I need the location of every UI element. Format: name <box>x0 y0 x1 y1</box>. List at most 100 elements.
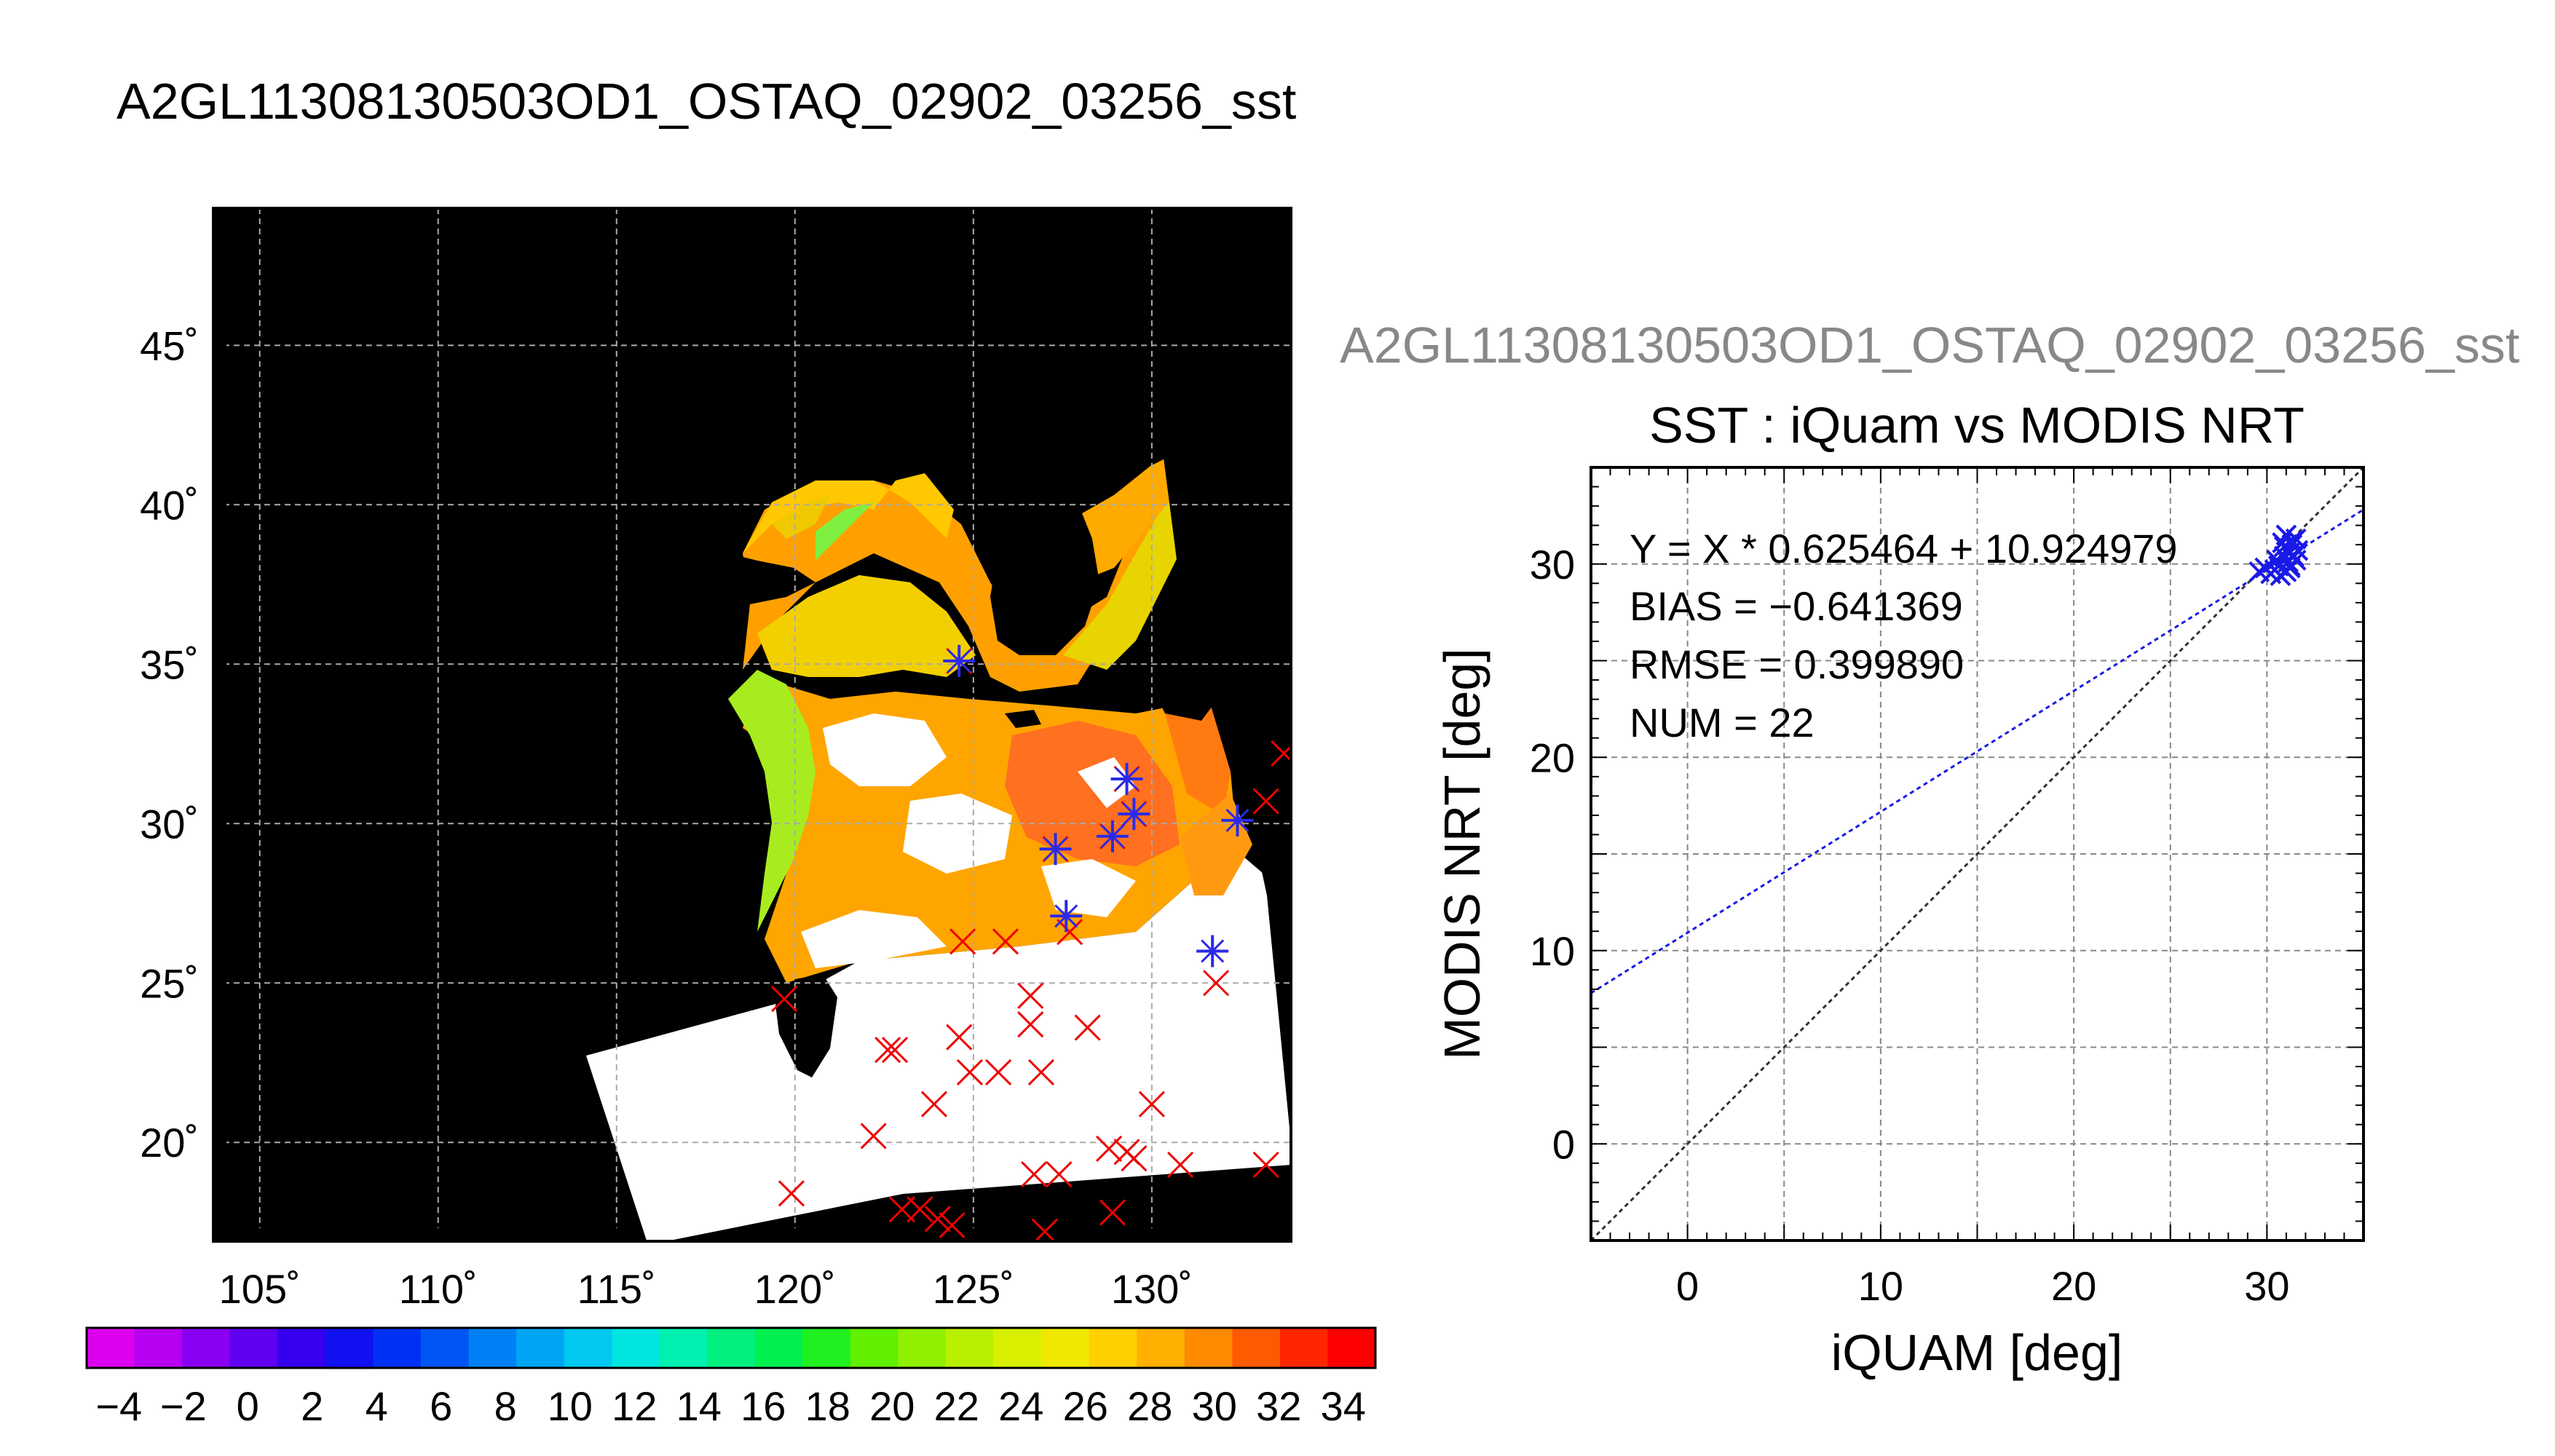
colorbar-tick-label: 32 <box>1256 1383 1301 1429</box>
blue-star-marker <box>943 644 976 677</box>
colorbar-cell <box>1184 1328 1233 1368</box>
colorbar-cell <box>420 1328 470 1368</box>
colorbar-tick-label: 14 <box>676 1383 722 1429</box>
scatter-point <box>2279 555 2301 577</box>
shandong-peninsula <box>721 553 816 604</box>
scatter-xtick-labels: 0 10 20 30 <box>1676 1263 2289 1309</box>
scatter-ytick-label: 10 <box>1530 928 1575 974</box>
blue-star-marker <box>1110 762 1143 795</box>
sst-field-korea-strait <box>1063 480 1201 670</box>
red-x-marker <box>985 1059 1012 1085</box>
fit-equation: Y = X * 0.625464 + 10.924979 <box>1630 526 2178 571</box>
cloud-patch <box>801 910 947 968</box>
red-x-marker <box>992 928 1019 955</box>
x-axis-label: iQUAM [deg] <box>1831 1324 2123 1381</box>
red-x-marker <box>924 1206 951 1233</box>
colorbar-cell <box>1041 1328 1090 1368</box>
red-x-marker <box>1017 982 1044 1009</box>
korea-peninsula <box>976 473 1099 655</box>
outside-swath <box>1161 430 1291 1143</box>
map-xtick-label: 130˚ <box>1111 1266 1193 1312</box>
red-x-marker <box>1252 1151 1279 1178</box>
red-x-marker <box>1096 1135 1123 1163</box>
red-x-marker <box>1167 1151 1194 1178</box>
scatter-ytick-labels: 0 10 20 30 <box>1530 542 1575 1168</box>
colorbar-cell <box>134 1328 183 1368</box>
colorbar-cell <box>946 1328 995 1368</box>
map-ytick-label: 45˚ <box>140 323 199 368</box>
scatter-ytick-label: 30 <box>1530 542 1575 587</box>
colorbar-cells <box>87 1328 1376 1368</box>
sst-field-yellow-sea <box>757 575 976 677</box>
colorbar-tick-label: 30 <box>1192 1383 1237 1429</box>
map-ytick-labels: 20˚ 25˚ 30˚ 35˚ 40˚ 45˚ <box>140 323 199 1166</box>
map-title: A2GL11308130503OD1_OSTAQ_02902_03256_sst <box>117 73 1296 130</box>
red-x-marker <box>860 1123 887 1150</box>
colorbar-labels: −4 −2 0 2 4 6 8 10 12 14 16 18 20 22 24 26 28 30 32 34 <box>95 1383 1366 1429</box>
colorbar-cell <box>1327 1328 1376 1368</box>
red-x-marker <box>1021 1160 1048 1188</box>
colorbar-cell <box>1137 1328 1185 1368</box>
colorbar-cell <box>373 1328 422 1368</box>
colorbar-cell <box>802 1328 851 1368</box>
blue-star-marker <box>1196 935 1229 968</box>
red-x-marker <box>949 928 976 955</box>
colorbar-cell <box>277 1328 326 1368</box>
blue-star-marker <box>1118 798 1150 831</box>
colorbar-tick-label: 34 <box>1321 1383 1366 1429</box>
colorbar-cell <box>229 1328 279 1368</box>
stats-annotations: Y = X * 0.625464 + 10.924979 BIAS = −0.6… <box>1630 526 2178 745</box>
scatter-ytick-label: 0 <box>1552 1121 1575 1167</box>
colorbar-tick-label: −4 <box>95 1383 142 1429</box>
scatter-grid <box>1591 467 2364 1241</box>
scatter-points <box>2248 524 2309 587</box>
colorbar-tick-label: 6 <box>430 1383 452 1429</box>
blue-star-marker <box>1221 804 1254 836</box>
scatter-title: SST : iQuam vs MODIS NRT <box>1649 397 2305 454</box>
map-markers-blue <box>943 644 1254 968</box>
red-x-marker <box>778 1180 805 1207</box>
colorbar-cell <box>754 1328 804 1368</box>
colorbar-cell <box>993 1328 1042 1368</box>
colorbar-frame <box>85 1326 1377 1369</box>
red-x-marker <box>881 1037 909 1064</box>
colorbar-cell <box>850 1328 899 1368</box>
red-x-marker <box>874 1037 901 1064</box>
red-x-marker <box>956 1059 984 1085</box>
red-x-marker <box>920 1091 947 1117</box>
colorbar-cell <box>1089 1328 1138 1368</box>
num-value: NUM = 22 <box>1630 700 1814 745</box>
red-x-marker <box>1057 919 1083 946</box>
colorbar-cell <box>898 1328 947 1368</box>
colorbar-tick-label: 16 <box>741 1383 786 1429</box>
colorbar-cell <box>707 1328 756 1368</box>
y-axis-label: MODIS NRT [deg] <box>1434 648 1490 1059</box>
red-x-marker <box>907 1196 933 1223</box>
colorbar-tick-label: 12 <box>612 1383 657 1429</box>
red-x-marker <box>939 1212 965 1239</box>
sst-map: 105˚ 110˚ 115˚ 120˚ 125˚ 130˚ 20˚ 25˚ 30˚ 35˚ 40˚… <box>140 207 1292 1312</box>
colorbar-cell <box>325 1328 374 1368</box>
red-x-marker <box>1203 970 1230 997</box>
colorbar-tick-label: 8 <box>494 1383 517 1429</box>
colorbar-tick-label: 4 <box>366 1383 388 1429</box>
red-x-marker <box>1046 1160 1073 1188</box>
sst-field-east-hot <box>1165 699 1231 815</box>
colorbar-cell <box>659 1328 708 1368</box>
map-ticks <box>213 344 1153 1241</box>
scatter-xtick-label: 20 <box>2051 1263 2096 1309</box>
colorbar-tick-label: −2 <box>160 1383 207 1429</box>
colorbar-tick-label: 20 <box>869 1383 915 1429</box>
map-xtick-label: 120˚ <box>754 1266 836 1312</box>
red-x-marker <box>771 986 798 1013</box>
colorbar-tick-label: 26 <box>1063 1383 1108 1429</box>
colorbar-cell <box>182 1328 231 1368</box>
red-x-marker <box>1027 1059 1055 1085</box>
colorbar-tick-label: 10 <box>548 1383 593 1429</box>
blue-star-marker <box>1050 900 1083 933</box>
red-x-marker <box>946 1024 973 1051</box>
red-x-marker <box>1017 1011 1044 1038</box>
scatter-point <box>2273 536 2295 558</box>
colorbar-cell <box>612 1328 660 1368</box>
red-x-marker <box>1271 740 1291 767</box>
